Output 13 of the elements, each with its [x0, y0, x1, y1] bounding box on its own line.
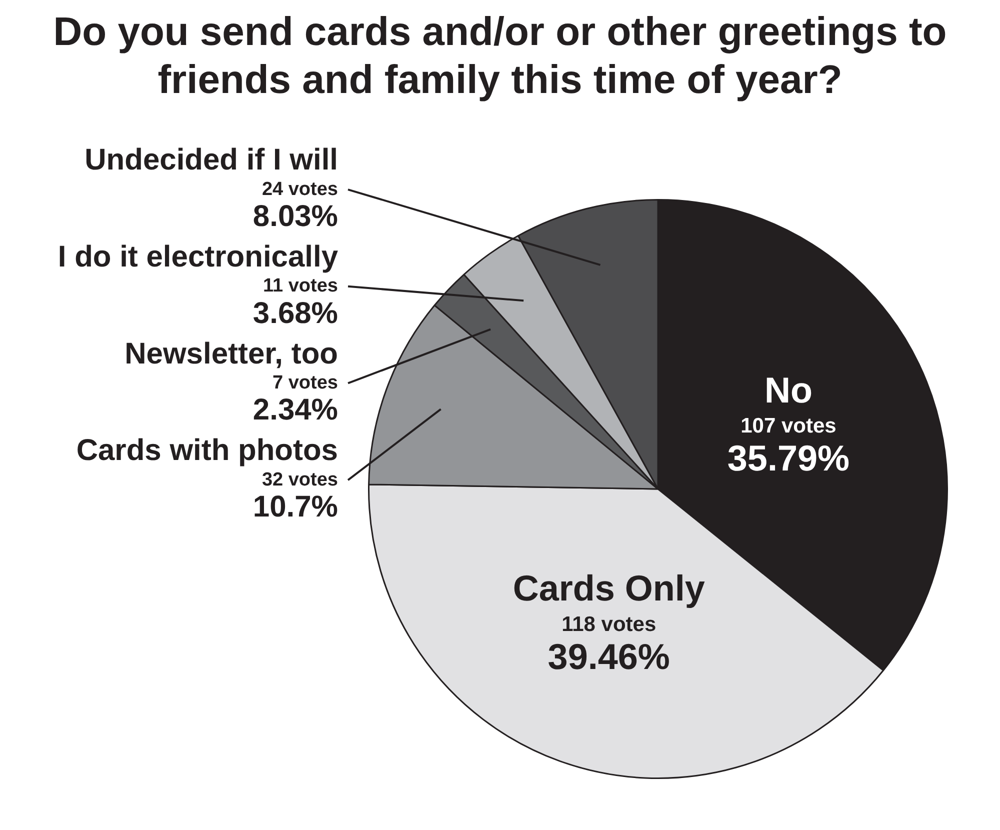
slice-label: Newsletter, too: [124, 337, 338, 370]
data-label: 118 votes 39.46%: [548, 612, 670, 678]
data-label: 11 votes 3.68%: [252, 276, 338, 330]
slice-label: Cards with photos: [76, 434, 338, 468]
data-label: 24 votes 8.03%: [252, 178, 338, 233]
slice-label: No: [764, 369, 812, 410]
slice-label: Cards Only: [512, 568, 705, 609]
chart-title: Do you send cards and/or or other greetings to friends and family this time of year?: [52, 9, 948, 104]
data-label: 7 votes 2.34%: [252, 372, 338, 427]
data-label: 32 votes 10.7%: [252, 469, 338, 524]
slice-label: Undecided if I will: [84, 144, 338, 177]
data-label: 107 votes 35.79%: [727, 414, 850, 479]
slice-label: I do it electronically: [58, 240, 338, 274]
